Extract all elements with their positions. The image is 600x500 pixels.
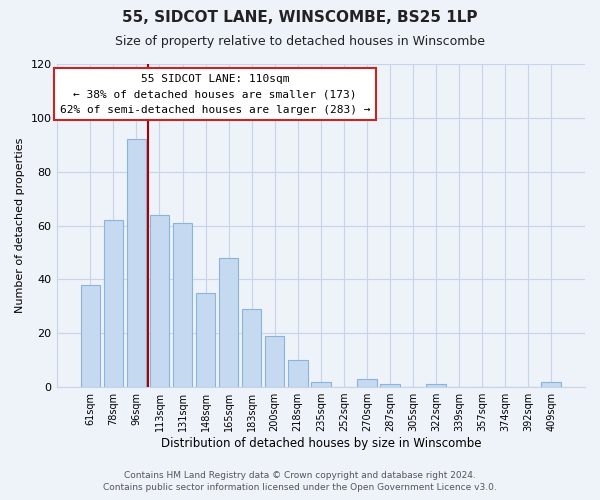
- Bar: [196, 293, 215, 387]
- Bar: [242, 309, 262, 387]
- Text: 55 SIDCOT LANE: 110sqm
← 38% of detached houses are smaller (173)
62% of semi-de: 55 SIDCOT LANE: 110sqm ← 38% of detached…: [60, 74, 370, 115]
- Bar: [311, 382, 331, 387]
- Bar: [104, 220, 123, 387]
- Text: 55, SIDCOT LANE, WINSCOMBE, BS25 1LP: 55, SIDCOT LANE, WINSCOMBE, BS25 1LP: [122, 10, 478, 25]
- Bar: [173, 223, 193, 387]
- Bar: [80, 285, 100, 387]
- Bar: [219, 258, 238, 387]
- Text: Size of property relative to detached houses in Winscombe: Size of property relative to detached ho…: [115, 35, 485, 48]
- Bar: [541, 382, 561, 387]
- Text: Contains HM Land Registry data © Crown copyright and database right 2024.
Contai: Contains HM Land Registry data © Crown c…: [103, 471, 497, 492]
- Y-axis label: Number of detached properties: Number of detached properties: [15, 138, 25, 313]
- Bar: [265, 336, 284, 387]
- Bar: [149, 215, 169, 387]
- Bar: [357, 379, 377, 387]
- Bar: [127, 140, 146, 387]
- Bar: [288, 360, 308, 387]
- Bar: [380, 384, 400, 387]
- X-axis label: Distribution of detached houses by size in Winscombe: Distribution of detached houses by size …: [161, 437, 481, 450]
- Bar: [426, 384, 446, 387]
